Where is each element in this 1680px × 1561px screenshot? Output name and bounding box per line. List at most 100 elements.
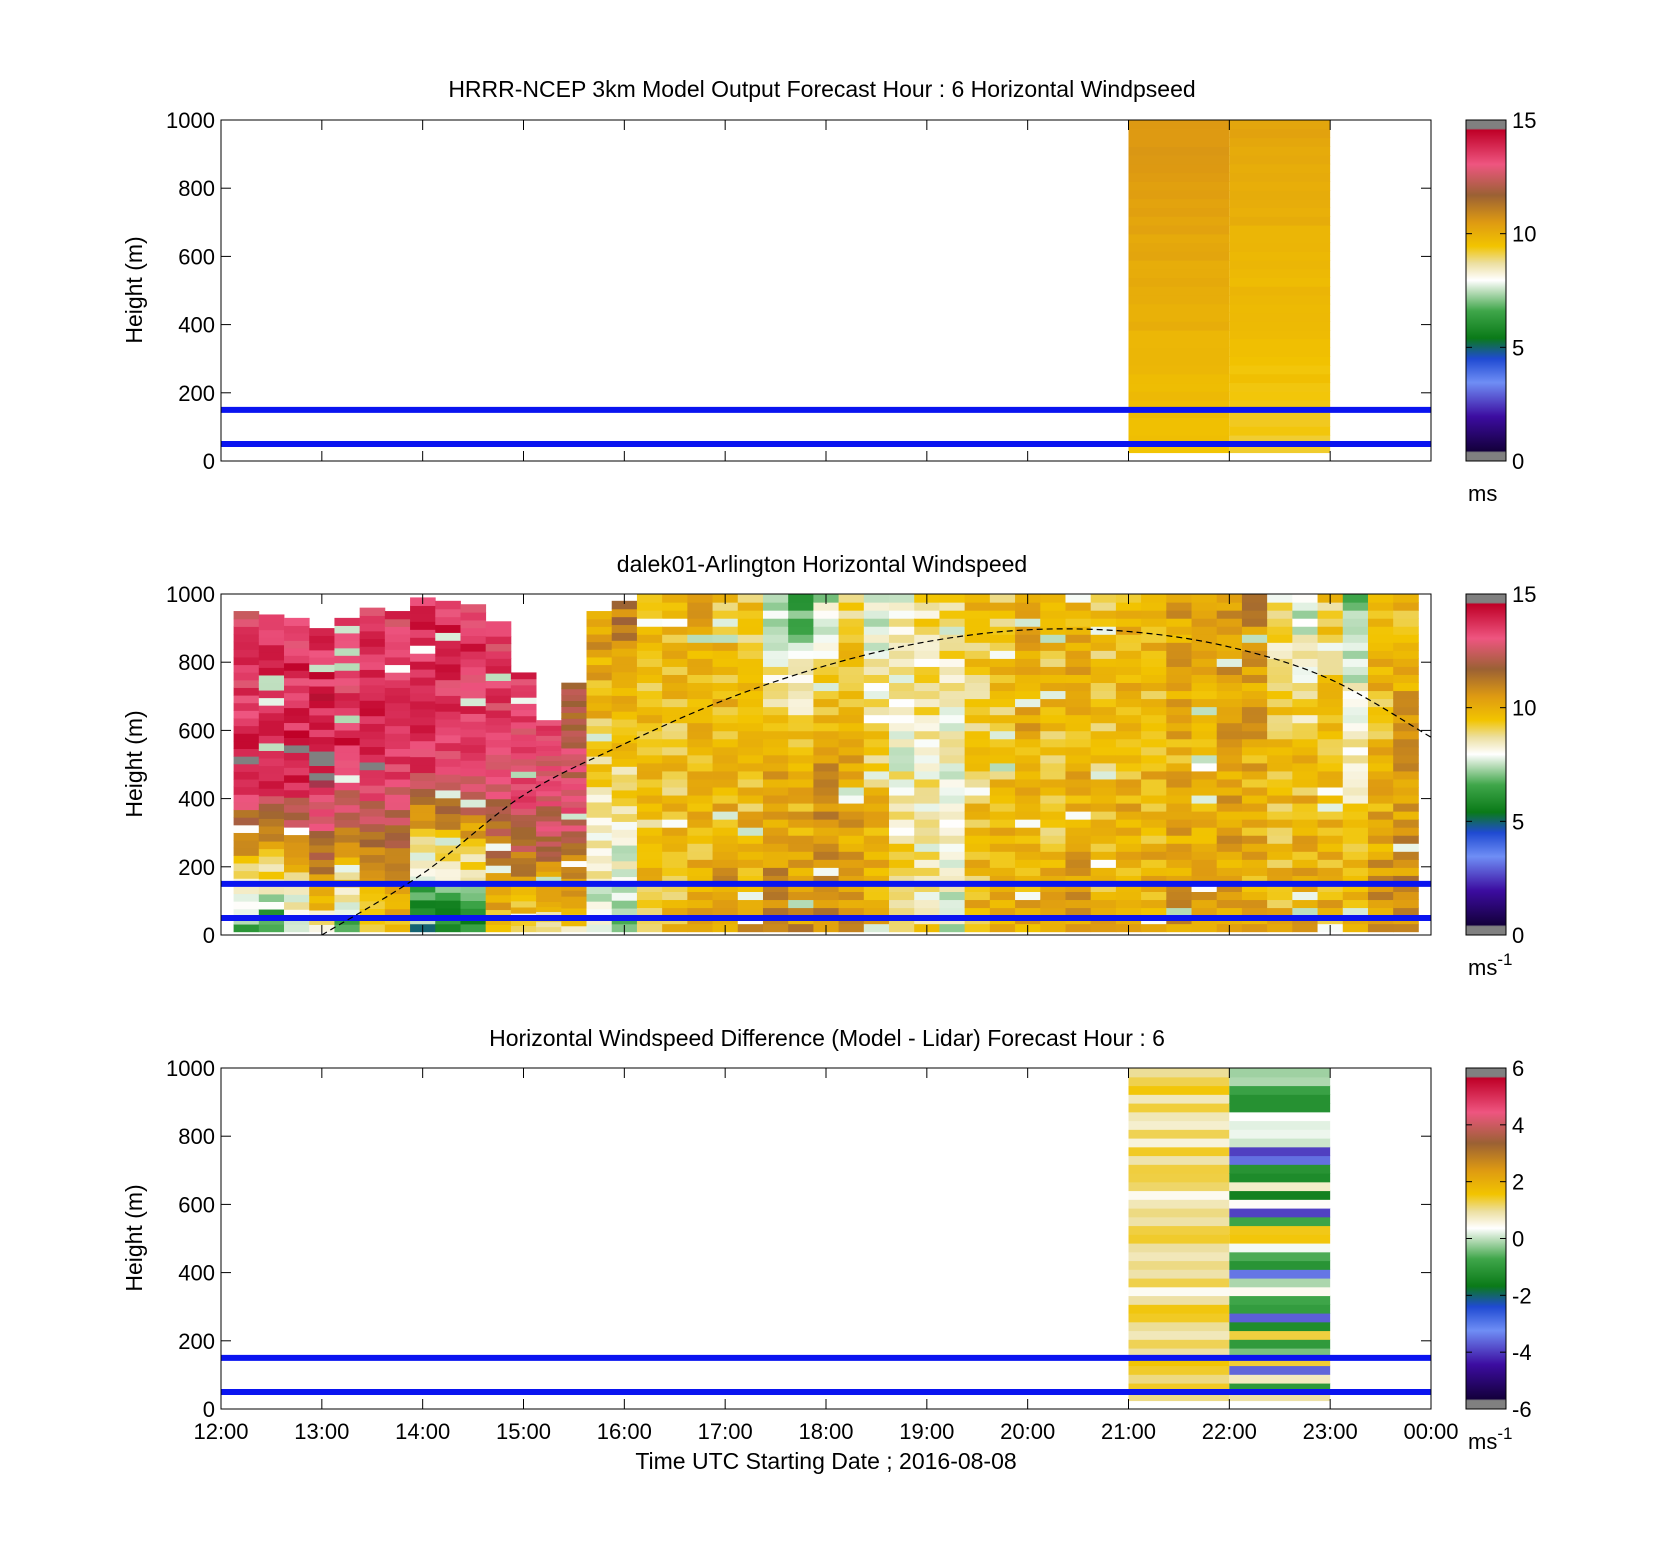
heat-cell xyxy=(1216,682,1243,692)
heat-cell xyxy=(1128,120,1230,130)
heat-cell xyxy=(359,862,386,871)
heat-cell xyxy=(510,746,537,754)
heat-cell xyxy=(889,835,915,844)
heat-cell xyxy=(309,801,335,810)
heat-cell xyxy=(536,820,562,827)
heat-cell xyxy=(258,727,285,736)
heat-cell xyxy=(1342,867,1369,876)
heat-cell xyxy=(1015,754,1041,764)
heat-cell xyxy=(813,698,840,708)
heat-cell xyxy=(914,682,940,692)
heat-cell xyxy=(1040,698,1066,708)
reference-lines xyxy=(221,1354,1431,1395)
heat-cell xyxy=(1367,778,1394,788)
heat-cell xyxy=(1317,819,1344,828)
heat-cell xyxy=(762,811,789,820)
heat-cell xyxy=(1292,851,1318,860)
heat-cell xyxy=(1128,1129,1230,1139)
heat-cell xyxy=(561,736,587,743)
heat-cell xyxy=(863,770,890,780)
heat-cell xyxy=(989,875,1016,884)
heat-cell xyxy=(712,802,739,812)
heat-cell xyxy=(1267,762,1293,772)
heat-cell xyxy=(561,724,587,731)
heat-cell xyxy=(284,722,310,731)
heat-cell xyxy=(662,642,688,651)
heat-cell xyxy=(284,767,310,776)
heat-cell xyxy=(1292,658,1318,667)
heat-cell xyxy=(435,758,461,767)
heat-cell xyxy=(1166,827,1192,836)
heat-cell xyxy=(561,765,587,773)
heat-cell xyxy=(258,863,285,872)
heat-cell xyxy=(410,772,436,782)
heat-cell xyxy=(1267,690,1293,700)
heat-cell xyxy=(989,650,1016,659)
heat-cell xyxy=(1292,682,1318,692)
heat-cell xyxy=(485,791,512,800)
heat-cell xyxy=(712,778,739,788)
heat-cell xyxy=(1342,730,1369,740)
heat-cell xyxy=(1393,843,1419,852)
heat-cell xyxy=(1090,626,1117,635)
heat-cell xyxy=(611,884,638,893)
heat-cell xyxy=(687,907,713,917)
heat-cell xyxy=(586,893,613,902)
heat-cell xyxy=(1015,802,1041,812)
heat-cell xyxy=(1342,819,1369,828)
heat-cell xyxy=(687,891,713,901)
heat-cell xyxy=(889,843,915,852)
heat-cell xyxy=(1367,786,1394,796)
heat-cell xyxy=(510,777,537,785)
heat-cell xyxy=(258,893,285,902)
heat-cell xyxy=(1141,690,1167,700)
heat-cell xyxy=(712,859,739,868)
heat-cell xyxy=(1191,875,1218,884)
heat-cell xyxy=(1191,594,1218,603)
heat-cell xyxy=(1241,722,1268,732)
heat-cell xyxy=(561,907,587,915)
heat-cell xyxy=(889,594,915,603)
heat-cell xyxy=(510,678,537,686)
heat-cell xyxy=(1229,189,1331,200)
heat-cell xyxy=(1040,594,1066,603)
heat-cell xyxy=(1065,867,1092,876)
heat-cell xyxy=(410,867,436,877)
heat-cell xyxy=(1040,682,1066,692)
heat-cell xyxy=(1267,610,1293,619)
heat-cell xyxy=(762,851,789,860)
heat-cell xyxy=(460,612,487,621)
heat-cell xyxy=(384,756,411,765)
heat-cell xyxy=(863,923,890,933)
heat-cell xyxy=(964,835,991,844)
heat-cell xyxy=(1065,722,1092,732)
heat-cell xyxy=(334,617,361,626)
y-tick-label: 1000 xyxy=(166,582,215,607)
heat-cell xyxy=(1393,706,1419,716)
heat-cell xyxy=(1292,698,1318,708)
heat-cell xyxy=(384,725,411,734)
heat-cell xyxy=(611,797,638,807)
heat-cell xyxy=(762,634,789,643)
heat-cell xyxy=(510,721,537,729)
heat-cell xyxy=(1015,899,1041,909)
heat-cell xyxy=(1229,1225,1331,1235)
heat-cell xyxy=(1115,891,1142,901)
colorbar-unit: ms-1 xyxy=(1468,1424,1512,1454)
heat-cell xyxy=(410,828,436,837)
heat-cell xyxy=(662,811,688,820)
heat-cell xyxy=(586,763,613,772)
heat-cell xyxy=(561,872,587,879)
heat-cell xyxy=(284,662,310,671)
heat-cell xyxy=(1342,690,1369,700)
heat-cell xyxy=(1166,730,1192,740)
heat-cell xyxy=(1141,827,1167,836)
heat-cell xyxy=(762,738,789,748)
heat-cell xyxy=(737,698,764,708)
heat-cell xyxy=(1367,883,1394,892)
heat-cell xyxy=(1229,224,1331,235)
heat-cell xyxy=(1216,618,1243,627)
heat-cell xyxy=(1267,786,1293,796)
heat-cell xyxy=(1317,682,1344,692)
heat-cell xyxy=(334,864,361,873)
